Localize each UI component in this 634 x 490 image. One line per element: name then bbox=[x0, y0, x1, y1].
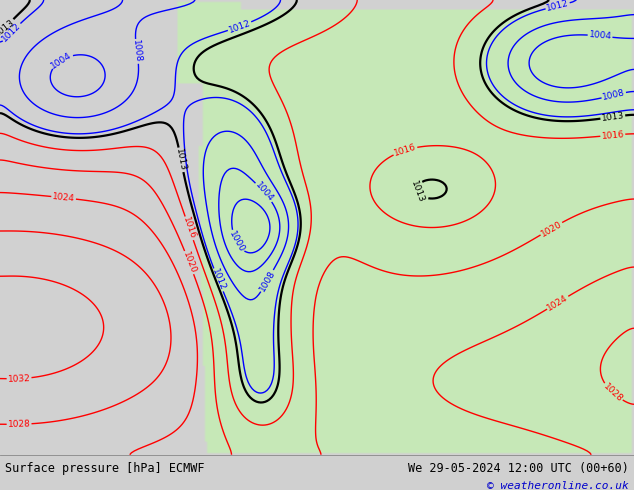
Text: 1013: 1013 bbox=[0, 17, 16, 38]
Text: 1008: 1008 bbox=[131, 39, 143, 63]
Text: 1008: 1008 bbox=[257, 269, 277, 293]
Text: 1016: 1016 bbox=[181, 216, 197, 241]
Text: 1013: 1013 bbox=[601, 111, 624, 123]
Text: We 29-05-2024 12:00 UTC (00+60): We 29-05-2024 12:00 UTC (00+60) bbox=[408, 462, 629, 475]
Text: 1013: 1013 bbox=[174, 147, 188, 172]
Text: 1012: 1012 bbox=[210, 268, 227, 292]
Text: 1016: 1016 bbox=[393, 143, 417, 158]
Text: 1020: 1020 bbox=[181, 250, 198, 275]
Text: 1024: 1024 bbox=[546, 293, 570, 313]
Text: 1000: 1000 bbox=[227, 229, 246, 254]
Text: 1016: 1016 bbox=[601, 130, 624, 141]
Text: 1013: 1013 bbox=[410, 180, 426, 204]
Text: 1028: 1028 bbox=[8, 419, 30, 429]
Text: 1032: 1032 bbox=[8, 374, 30, 384]
Text: 1012: 1012 bbox=[545, 0, 570, 13]
Text: 1008: 1008 bbox=[602, 88, 626, 102]
Text: 1024: 1024 bbox=[52, 192, 75, 203]
Text: 1004: 1004 bbox=[588, 30, 612, 42]
Text: 1012: 1012 bbox=[228, 18, 252, 34]
Text: 1028: 1028 bbox=[602, 381, 624, 404]
Text: 1004: 1004 bbox=[253, 181, 275, 204]
Text: 1020: 1020 bbox=[539, 219, 564, 238]
Text: 1012: 1012 bbox=[1, 21, 23, 44]
Text: Surface pressure [hPa] ECMWF: Surface pressure [hPa] ECMWF bbox=[5, 462, 205, 475]
Text: 1004: 1004 bbox=[49, 50, 74, 70]
Text: © weatheronline.co.uk: © weatheronline.co.uk bbox=[487, 481, 629, 490]
